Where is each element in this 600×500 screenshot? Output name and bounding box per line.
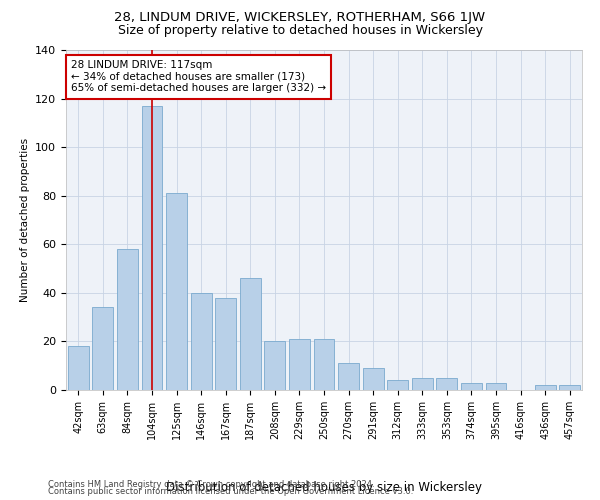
Text: Contains public sector information licensed under the Open Government Licence v3: Contains public sector information licen… xyxy=(48,487,413,496)
Bar xyxy=(265,342,286,390)
Bar xyxy=(289,339,310,390)
Bar xyxy=(461,382,482,390)
Bar xyxy=(215,298,236,390)
Bar xyxy=(240,278,261,390)
Bar xyxy=(412,378,433,390)
Bar xyxy=(338,364,359,390)
Bar xyxy=(142,106,163,390)
Y-axis label: Number of detached properties: Number of detached properties xyxy=(20,138,29,302)
Bar xyxy=(117,249,138,390)
Bar xyxy=(92,308,113,390)
Text: 28, LINDUM DRIVE, WICKERSLEY, ROTHERHAM, S66 1JW: 28, LINDUM DRIVE, WICKERSLEY, ROTHERHAM,… xyxy=(115,11,485,24)
Text: Size of property relative to detached houses in Wickersley: Size of property relative to detached ho… xyxy=(118,24,482,37)
Bar xyxy=(559,385,580,390)
Bar xyxy=(362,368,383,390)
Bar xyxy=(191,293,212,390)
Bar xyxy=(436,378,457,390)
Text: Contains HM Land Registry data © Crown copyright and database right 2024.: Contains HM Land Registry data © Crown c… xyxy=(48,480,374,489)
X-axis label: Distribution of detached houses by size in Wickersley: Distribution of detached houses by size … xyxy=(166,481,482,494)
Text: 28 LINDUM DRIVE: 117sqm
← 34% of detached houses are smaller (173)
65% of semi-d: 28 LINDUM DRIVE: 117sqm ← 34% of detache… xyxy=(71,60,326,94)
Bar xyxy=(166,194,187,390)
Bar xyxy=(314,339,334,390)
Bar xyxy=(485,382,506,390)
Bar xyxy=(68,346,89,390)
Bar xyxy=(387,380,408,390)
Bar xyxy=(535,385,556,390)
